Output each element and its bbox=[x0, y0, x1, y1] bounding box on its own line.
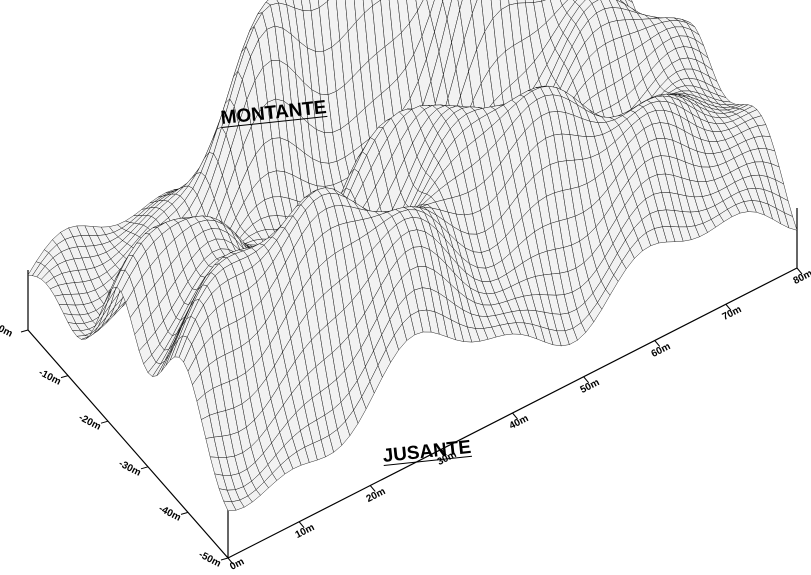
x-tick-mark bbox=[440, 448, 447, 456]
y-tick-mark bbox=[20, 329, 29, 333]
x-tick-mark bbox=[298, 521, 305, 529]
frame-edge-left bbox=[27, 329, 229, 559]
terrain-mesh bbox=[27, 0, 798, 512]
x-tick-mark bbox=[227, 557, 234, 565]
mesh-cell bbox=[574, 0, 586, 7]
y-tick-mark bbox=[220, 557, 229, 561]
y-tick-mark bbox=[60, 375, 69, 379]
y-tick-mark bbox=[100, 420, 109, 424]
x-tick-mark bbox=[725, 303, 732, 311]
mesh-cell bbox=[784, 212, 798, 231]
mesh-cell bbox=[589, 0, 599, 4]
x-tick-mark bbox=[583, 376, 590, 384]
y-tick-mark bbox=[180, 511, 189, 515]
mesh-cell bbox=[470, 0, 478, 14]
mesh-cell bbox=[572, 0, 578, 3]
y-axis-ticks bbox=[20, 329, 229, 561]
mesh-cell bbox=[559, 0, 569, 6]
mesh-cell bbox=[426, 0, 435, 15]
y-tick-mark bbox=[140, 466, 149, 470]
x-axis-ticks bbox=[227, 267, 803, 565]
x-tick-mark bbox=[796, 267, 803, 275]
mesh-cell bbox=[457, 0, 463, 10]
x-tick-mark bbox=[654, 340, 661, 347]
mesh-cell bbox=[442, 0, 452, 20]
x-tick-mark bbox=[369, 485, 376, 492]
x-tick-mark bbox=[512, 412, 518, 420]
mesh-cell bbox=[415, 0, 424, 12]
